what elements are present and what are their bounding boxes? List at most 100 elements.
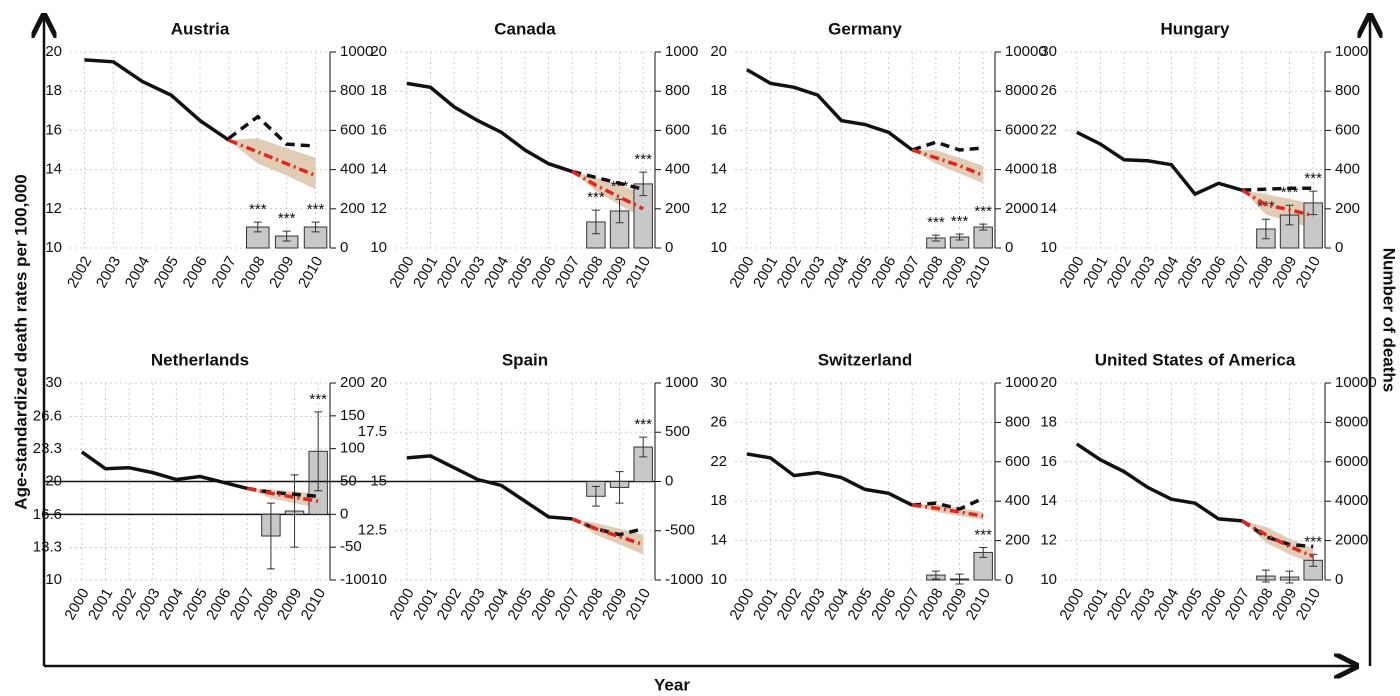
y-tick-label: 10 [45, 239, 62, 256]
confidence-band [912, 150, 984, 184]
y-tick-label: 10 [45, 571, 62, 588]
series-line [1241, 519, 1314, 558]
y-tick-label: 26 [1040, 82, 1057, 99]
y-tick-label: 18 [710, 492, 727, 509]
error-bar [931, 570, 940, 580]
x-tick-label: 2010 [1293, 253, 1324, 290]
y-tick-label: 26 [710, 413, 727, 430]
y2-tick-label: 4000 [1005, 161, 1038, 178]
y2-tick-label: 400 [340, 161, 365, 178]
significance-label: *** [249, 201, 267, 218]
y2-tick-label: -1000 [665, 571, 703, 588]
series-line [1241, 519, 1314, 549]
y2-tick-label: 4000 [1335, 492, 1368, 509]
y2-tick-label: 600 [665, 121, 690, 138]
y-tick-label: 12 [710, 200, 727, 217]
y-tick-label: 20 [45, 43, 62, 60]
significance-label: *** [309, 391, 327, 408]
panel-title: Austria [171, 19, 230, 38]
panel: Hungary101418222630020040060080010002000… [1040, 19, 1368, 290]
y-tick-label: 20 [710, 43, 727, 60]
y2-tick-label: 0 [1335, 571, 1343, 588]
x-tick-label: 2008 [237, 253, 268, 290]
x-tick-label: 2010 [963, 253, 994, 290]
panels: Austria101214161820020040060080010002002… [33, 19, 1377, 622]
y-tick-label: 16 [370, 121, 387, 138]
y2-tick-label: 0 [1005, 239, 1013, 256]
y-tick-label: 10 [370, 571, 387, 588]
y-tick-label: 17.5 [358, 423, 387, 440]
y-tick-label: 10 [1040, 571, 1057, 588]
y2-tick-label: 0 [1335, 239, 1343, 256]
y2-tick-label: 600 [340, 121, 365, 138]
x-tick-label: 2010 [623, 253, 654, 290]
y-tick-label: 14 [370, 161, 387, 178]
x-tick-label: 2005 [151, 253, 182, 290]
y-tick-label: 18 [1040, 413, 1057, 430]
y2-tick-label: 800 [340, 82, 365, 99]
series-line [911, 148, 984, 178]
y2-tick-label: 600 [1005, 453, 1030, 470]
y-axis-title: Age-standardized death rates per 100,000 [11, 174, 30, 509]
error-bar [311, 221, 320, 233]
y2-tick-label: 2000 [1005, 200, 1038, 217]
significance-label: *** [278, 210, 296, 227]
confidence-band [1242, 520, 1314, 565]
significance-label: *** [927, 214, 945, 231]
y2-tick-label: 800 [665, 82, 690, 99]
series-line [746, 452, 914, 507]
y2-tick-label: 150 [340, 407, 365, 424]
y2-tick-label: 8000 [1005, 82, 1038, 99]
series-line [227, 114, 316, 148]
y2-tick-label: 800 [1335, 82, 1360, 99]
panel-title: United States of America [1095, 350, 1296, 369]
series-line [911, 140, 984, 152]
y-tick-label: 14 [710, 532, 727, 549]
y-tick-label: 14 [45, 161, 62, 178]
x-tick-label: 2010 [298, 585, 329, 622]
y2-tick-label: 10000 [1335, 374, 1377, 391]
y2-tick-label: 10000 [1005, 43, 1047, 60]
y-tick-label: 16 [710, 121, 727, 138]
error-bar [955, 233, 964, 241]
y-tick-label: 14 [710, 161, 727, 178]
panel-title: Spain [502, 350, 548, 369]
series-line [84, 58, 230, 142]
y-tick-label: 26.6 [33, 407, 62, 424]
series-line [406, 81, 573, 174]
significance-label: *** [951, 213, 969, 230]
panel: Spain1012.51517.520-1000-500050010002000… [44, 350, 703, 623]
y-tick-label: 10 [370, 239, 387, 256]
error-bar [253, 221, 262, 233]
significance-label: *** [634, 416, 652, 433]
y2-tick-label: 0 [340, 505, 348, 522]
confidence-band [1242, 190, 1314, 229]
error-bar [266, 502, 275, 570]
series-line [571, 517, 644, 537]
error-bar [1285, 570, 1294, 584]
y-tick-label: 23.3 [33, 440, 62, 457]
series-line [1241, 188, 1314, 218]
series-line [228, 138, 317, 178]
error-bar [290, 474, 299, 548]
y-tick-label: 12.5 [358, 522, 387, 539]
panel-title: Germany [828, 19, 902, 38]
y2-tick-label: 2000 [1335, 532, 1368, 549]
y2-tick-label: 400 [1005, 492, 1030, 509]
significance-label: *** [974, 526, 992, 543]
confidence-band [572, 518, 644, 555]
series-line [571, 517, 644, 547]
panel: United States of America 10 12 14 16 18 20 0 200… [1040, 350, 1376, 622]
y-tick-label: 12 [370, 200, 387, 217]
series-line [571, 170, 644, 211]
series-line [406, 454, 573, 521]
series-line [745, 68, 914, 152]
y2-tick-label: 8000 [1335, 413, 1368, 430]
y2-tick-label: 100 [340, 440, 365, 457]
y-tick-label: 18 [45, 82, 62, 99]
x-tick-label: 2003 [93, 253, 124, 290]
error-bar [1261, 569, 1270, 583]
y2-tick-label: 1000 [665, 374, 698, 391]
panel: Germany 10 12 14 16 18 20 0 2000 4000 6000 8000 1000… [710, 19, 1046, 290]
